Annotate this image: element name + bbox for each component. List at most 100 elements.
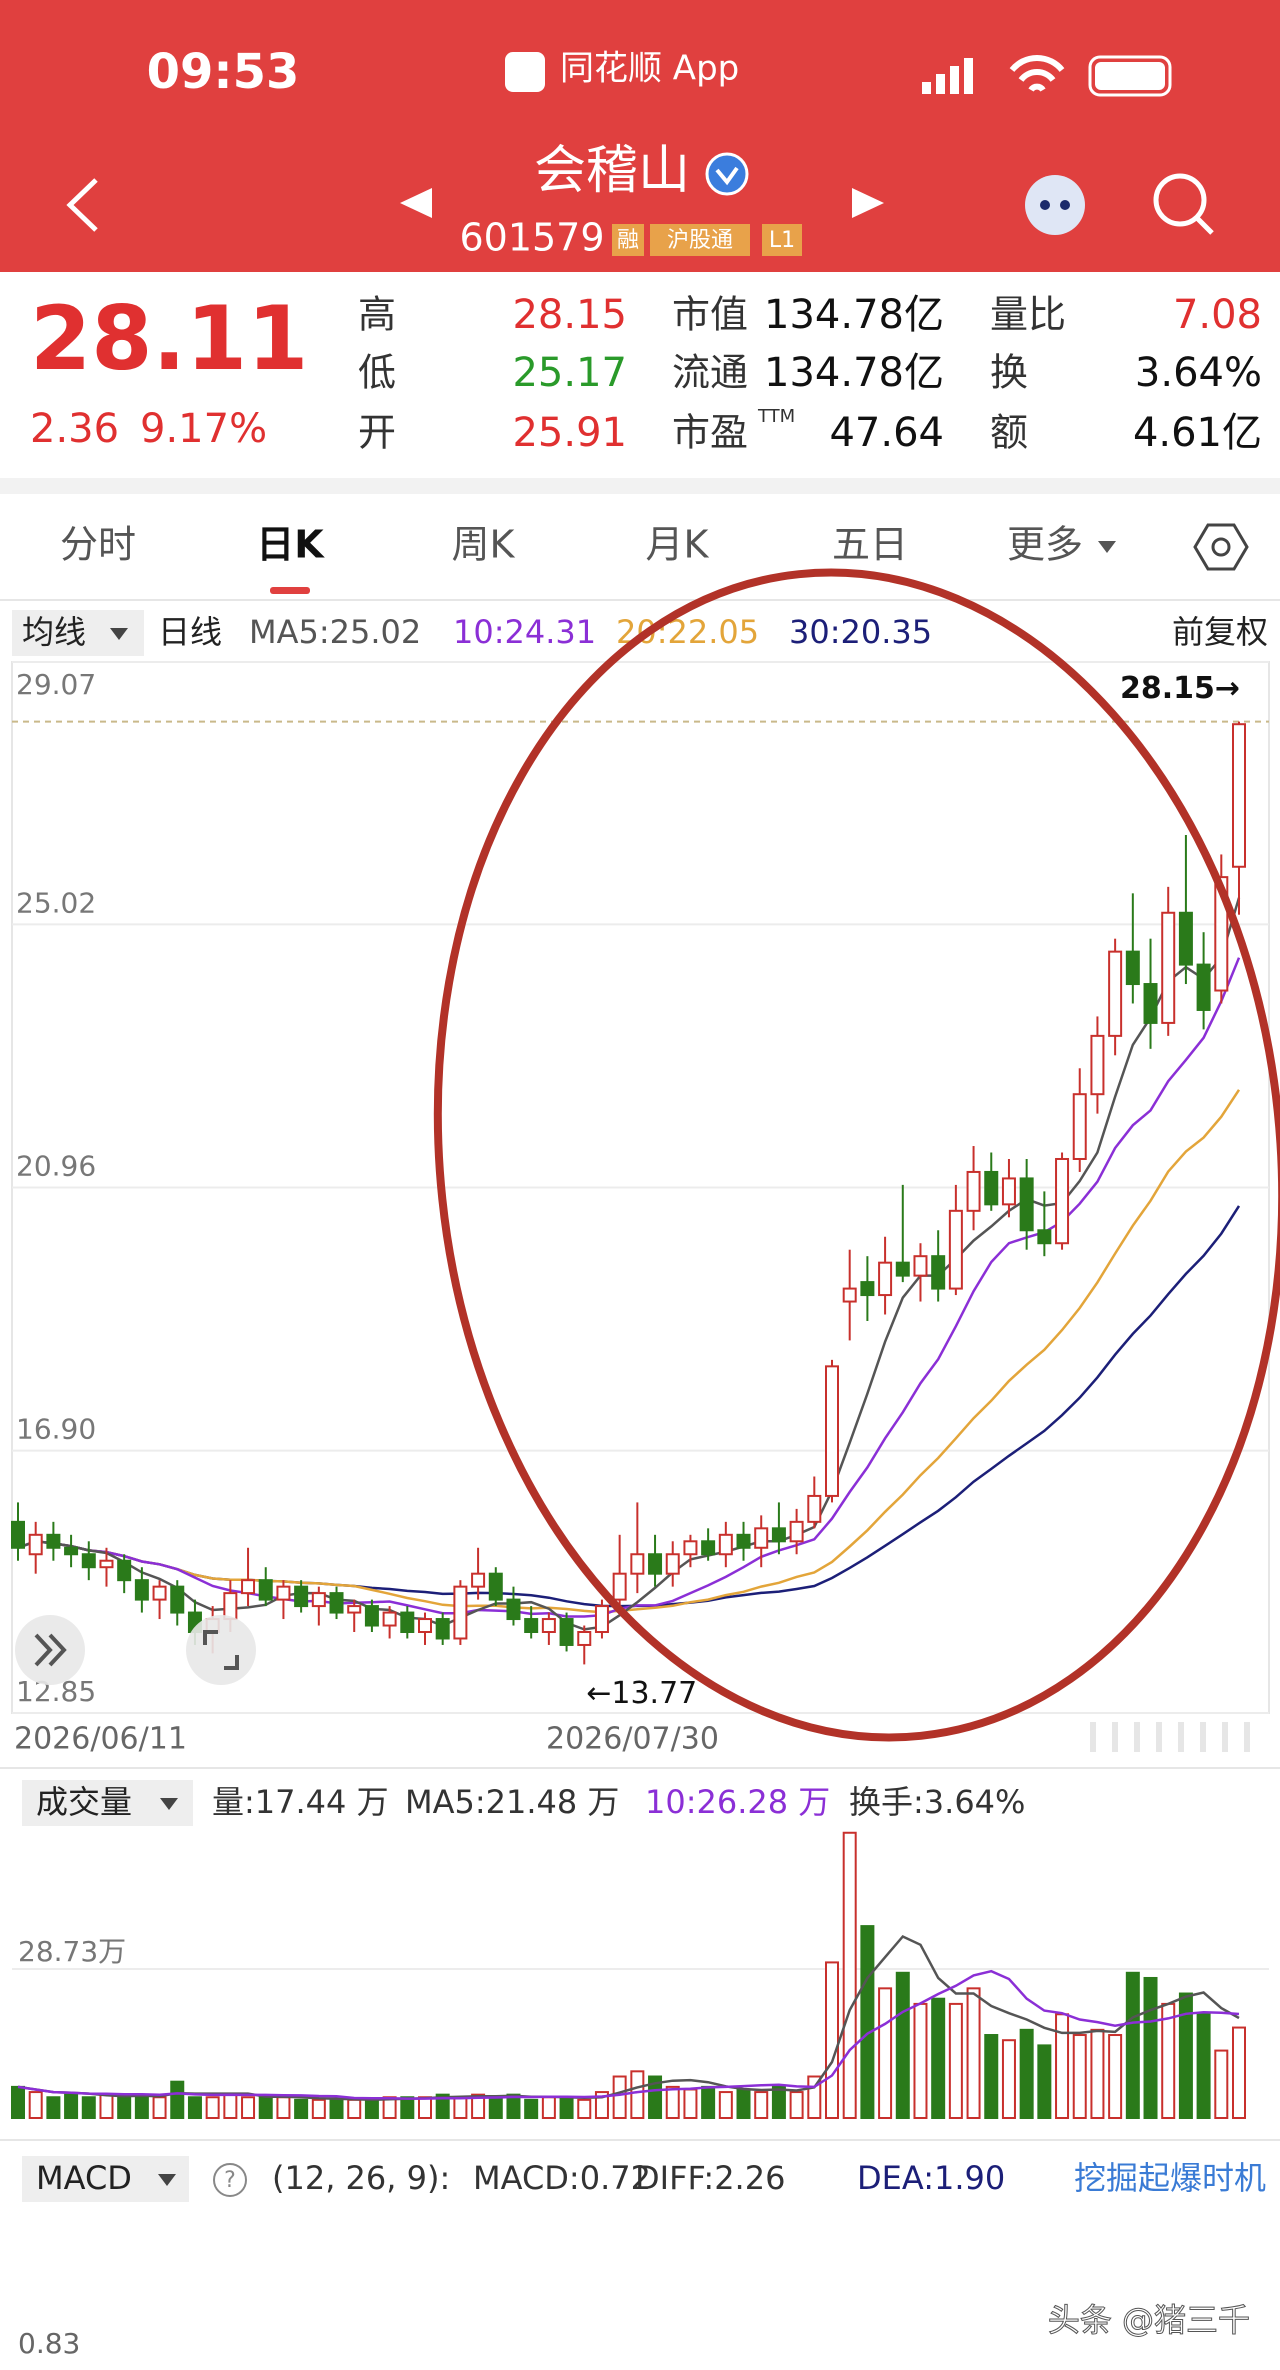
candle-body xyxy=(258,1579,273,1601)
volume-bar xyxy=(771,2085,786,2120)
volume-bar xyxy=(1037,2044,1052,2119)
volume-bar xyxy=(630,2070,645,2119)
ma-label: 10:24.31 xyxy=(453,613,596,651)
tab[interactable]: 月K xyxy=(646,523,710,567)
volume-bar xyxy=(170,2080,185,2120)
candle-body xyxy=(825,1365,839,1497)
volume-bar xyxy=(1161,2002,1176,2119)
app-icon xyxy=(505,52,545,92)
divider xyxy=(0,478,1280,494)
volume-bar xyxy=(612,2075,627,2119)
candle-body xyxy=(1055,1157,1070,1245)
dropdown-arrow xyxy=(1098,541,1116,553)
volume-bar xyxy=(276,2096,291,2119)
macd-text: DEA:1.90 xyxy=(857,2159,1005,2197)
macd-link[interactable]: 挖掘起爆时机 xyxy=(1074,2159,1266,2197)
tag: 融 xyxy=(617,228,639,253)
volume-bar xyxy=(984,2034,999,2119)
volume-bar xyxy=(1090,2028,1105,2120)
tag-bg xyxy=(612,224,644,256)
candle-body xyxy=(948,1209,963,1290)
candle-body xyxy=(1178,911,1193,966)
candle-body xyxy=(382,1611,397,1627)
ma-line xyxy=(17,1205,1241,1608)
macd-select[interactable] xyxy=(22,2156,189,2202)
tab[interactable]: 更多 xyxy=(1007,523,1083,567)
candle-body xyxy=(842,1287,857,1303)
volume-text: 10:26.28 万 xyxy=(645,1783,830,1821)
volume-bar xyxy=(648,2075,663,2119)
tab[interactable]: 五日 xyxy=(832,523,908,567)
candle-body xyxy=(223,1592,238,1621)
search-icon[interactable] xyxy=(1153,173,1207,227)
tab[interactable]: 周K xyxy=(452,523,516,567)
volume-bar xyxy=(665,2085,680,2120)
verified-check xyxy=(715,166,739,186)
candle-body xyxy=(81,1553,96,1569)
volume-label: 成交量 xyxy=(36,1783,132,1821)
volume-bar xyxy=(683,2088,698,2120)
volume-bar xyxy=(1072,2034,1087,2119)
volume-bar xyxy=(524,2098,539,2119)
tab[interactable]: 分时 xyxy=(60,523,136,567)
volume-bar xyxy=(117,2096,132,2119)
period-label: 日线 xyxy=(158,613,222,651)
candle-body xyxy=(311,1592,326,1608)
next-stock[interactable] xyxy=(852,188,884,218)
watermark: 头条 @猪三千 xyxy=(1048,2301,1250,2339)
volume-bar xyxy=(966,1987,981,2120)
candle-body xyxy=(1090,1034,1105,1096)
volume-bar xyxy=(1125,1971,1140,2119)
volume-bar xyxy=(311,2098,326,2119)
field-value: 47.64 xyxy=(829,410,944,456)
candle-body xyxy=(488,1572,503,1601)
candle-body xyxy=(28,1533,43,1556)
stock-name: 会稽山 xyxy=(534,141,690,201)
volume-bar xyxy=(152,2096,167,2119)
tab[interactable]: 日K xyxy=(256,523,325,567)
candle-body xyxy=(471,1572,486,1588)
candle-body xyxy=(683,1540,698,1556)
volume-bar xyxy=(948,2002,963,2119)
volume-bar xyxy=(701,2085,716,2120)
candle-body xyxy=(878,1261,893,1297)
macd-label: MACD xyxy=(36,2159,132,2197)
field-value: 7.08 xyxy=(1173,292,1262,338)
settings-icon[interactable] xyxy=(1193,523,1249,571)
macd-params: (12, 26, 9): xyxy=(272,2159,450,2197)
volume-bar xyxy=(1178,1992,1193,2119)
candle-body xyxy=(400,1611,415,1634)
signal-icon xyxy=(922,58,973,94)
candle-body xyxy=(984,1170,999,1206)
search-handle xyxy=(1195,216,1214,235)
candle-body xyxy=(152,1585,167,1601)
y-tick-label: 16.90 xyxy=(16,1413,96,1446)
tag: 沪股通 xyxy=(667,228,733,253)
clock: 09:53 xyxy=(147,44,300,100)
field-label: 开 xyxy=(358,411,396,455)
help-icon[interactable] xyxy=(213,2163,247,2197)
candle-body xyxy=(347,1605,362,1614)
candle-body xyxy=(435,1618,450,1640)
volume-bar xyxy=(205,2096,220,2119)
candle-body xyxy=(1072,1093,1087,1160)
field-value: 25.91 xyxy=(512,410,627,456)
candle-body xyxy=(329,1592,344,1614)
volume-bar xyxy=(418,2096,432,2119)
volume-bar xyxy=(895,1971,910,2119)
candle-body xyxy=(294,1585,309,1608)
volume-ma-line xyxy=(17,1969,1240,2100)
candle-body xyxy=(665,1553,680,1575)
robot-icon[interactable] xyxy=(1025,175,1085,235)
dropdown-arrow xyxy=(158,2174,176,2186)
adjust-label[interactable]: 前复权 xyxy=(1172,613,1268,651)
app-name: 同花顺 App xyxy=(560,49,739,89)
volume-bar xyxy=(860,1925,875,2119)
back-button[interactable] xyxy=(66,178,98,232)
fullscreen-button[interactable] xyxy=(186,1615,256,1685)
candle-body xyxy=(807,1494,822,1523)
field-sup: TTM xyxy=(757,406,795,427)
volume-bar xyxy=(1055,2013,1070,2119)
prev-stock[interactable] xyxy=(400,188,432,218)
